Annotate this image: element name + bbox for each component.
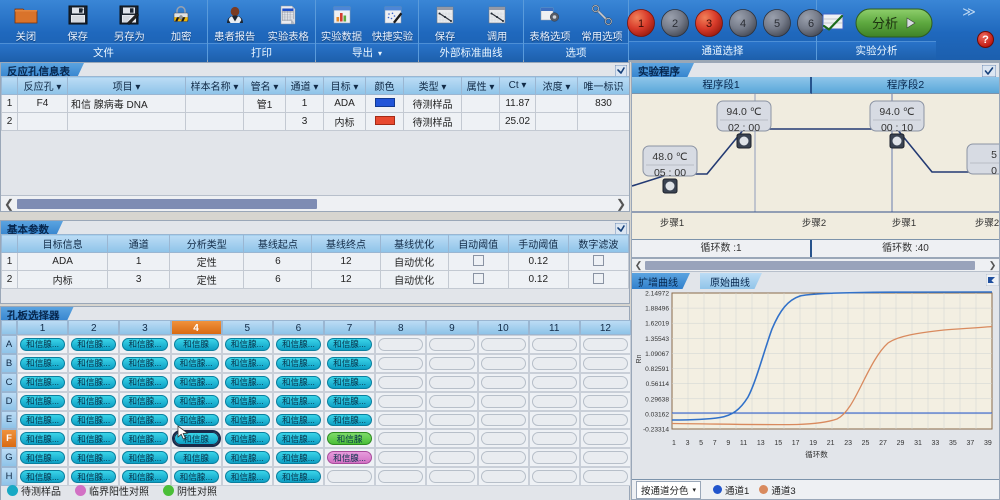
svg-text:1.09067: 1.09067 <box>645 351 669 358</box>
svg-text:0.82591: 0.82591 <box>645 366 669 373</box>
svg-text:6: 6 <box>807 18 813 30</box>
svg-text:05 : 00: 05 : 00 <box>654 167 686 179</box>
svg-text:步骤2: 步骤2 <box>802 218 826 229</box>
svg-text:0.56114: 0.56114 <box>646 381 670 388</box>
svg-text:4: 4 <box>739 18 745 30</box>
svg-text:1.62019: 1.62019 <box>645 321 669 328</box>
svg-text:02 : 00: 02 : 00 <box>728 122 760 134</box>
svg-text:0.29638: 0.29638 <box>645 396 669 403</box>
svg-text:0.03162: 0.03162 <box>645 411 669 418</box>
svg-text:1: 1 <box>637 18 643 30</box>
svg-text:5: 5 <box>773 18 779 30</box>
svg-text:00 : 10: 00 : 10 <box>881 122 913 134</box>
svg-text:3: 3 <box>705 18 711 30</box>
svg-text:1.35543: 1.35543 <box>645 336 669 343</box>
svg-text:分析: 分析 <box>871 16 897 31</box>
svg-text:步骤1: 步骤1 <box>660 218 684 229</box>
svg-text:94.0 ℃: 94.0 ℃ <box>726 106 761 118</box>
svg-text:5: 5 <box>991 149 997 161</box>
svg-text:步骤2: 步骤2 <box>975 218 999 229</box>
svg-text:-0.23314: -0.23314 <box>643 427 669 434</box>
svg-text:Rn: Rn <box>636 354 643 363</box>
svg-text:1.88496: 1.88496 <box>645 306 669 313</box>
svg-text:94.0 ℃: 94.0 ℃ <box>879 106 914 118</box>
svg-text:48.0 ℃: 48.0 ℃ <box>652 151 687 163</box>
svg-text:2: 2 <box>671 18 677 30</box>
svg-text:0: 0 <box>991 165 997 177</box>
svg-text:步骤1: 步骤1 <box>892 218 916 229</box>
svg-text:2.14972: 2.14972 <box>645 291 669 298</box>
